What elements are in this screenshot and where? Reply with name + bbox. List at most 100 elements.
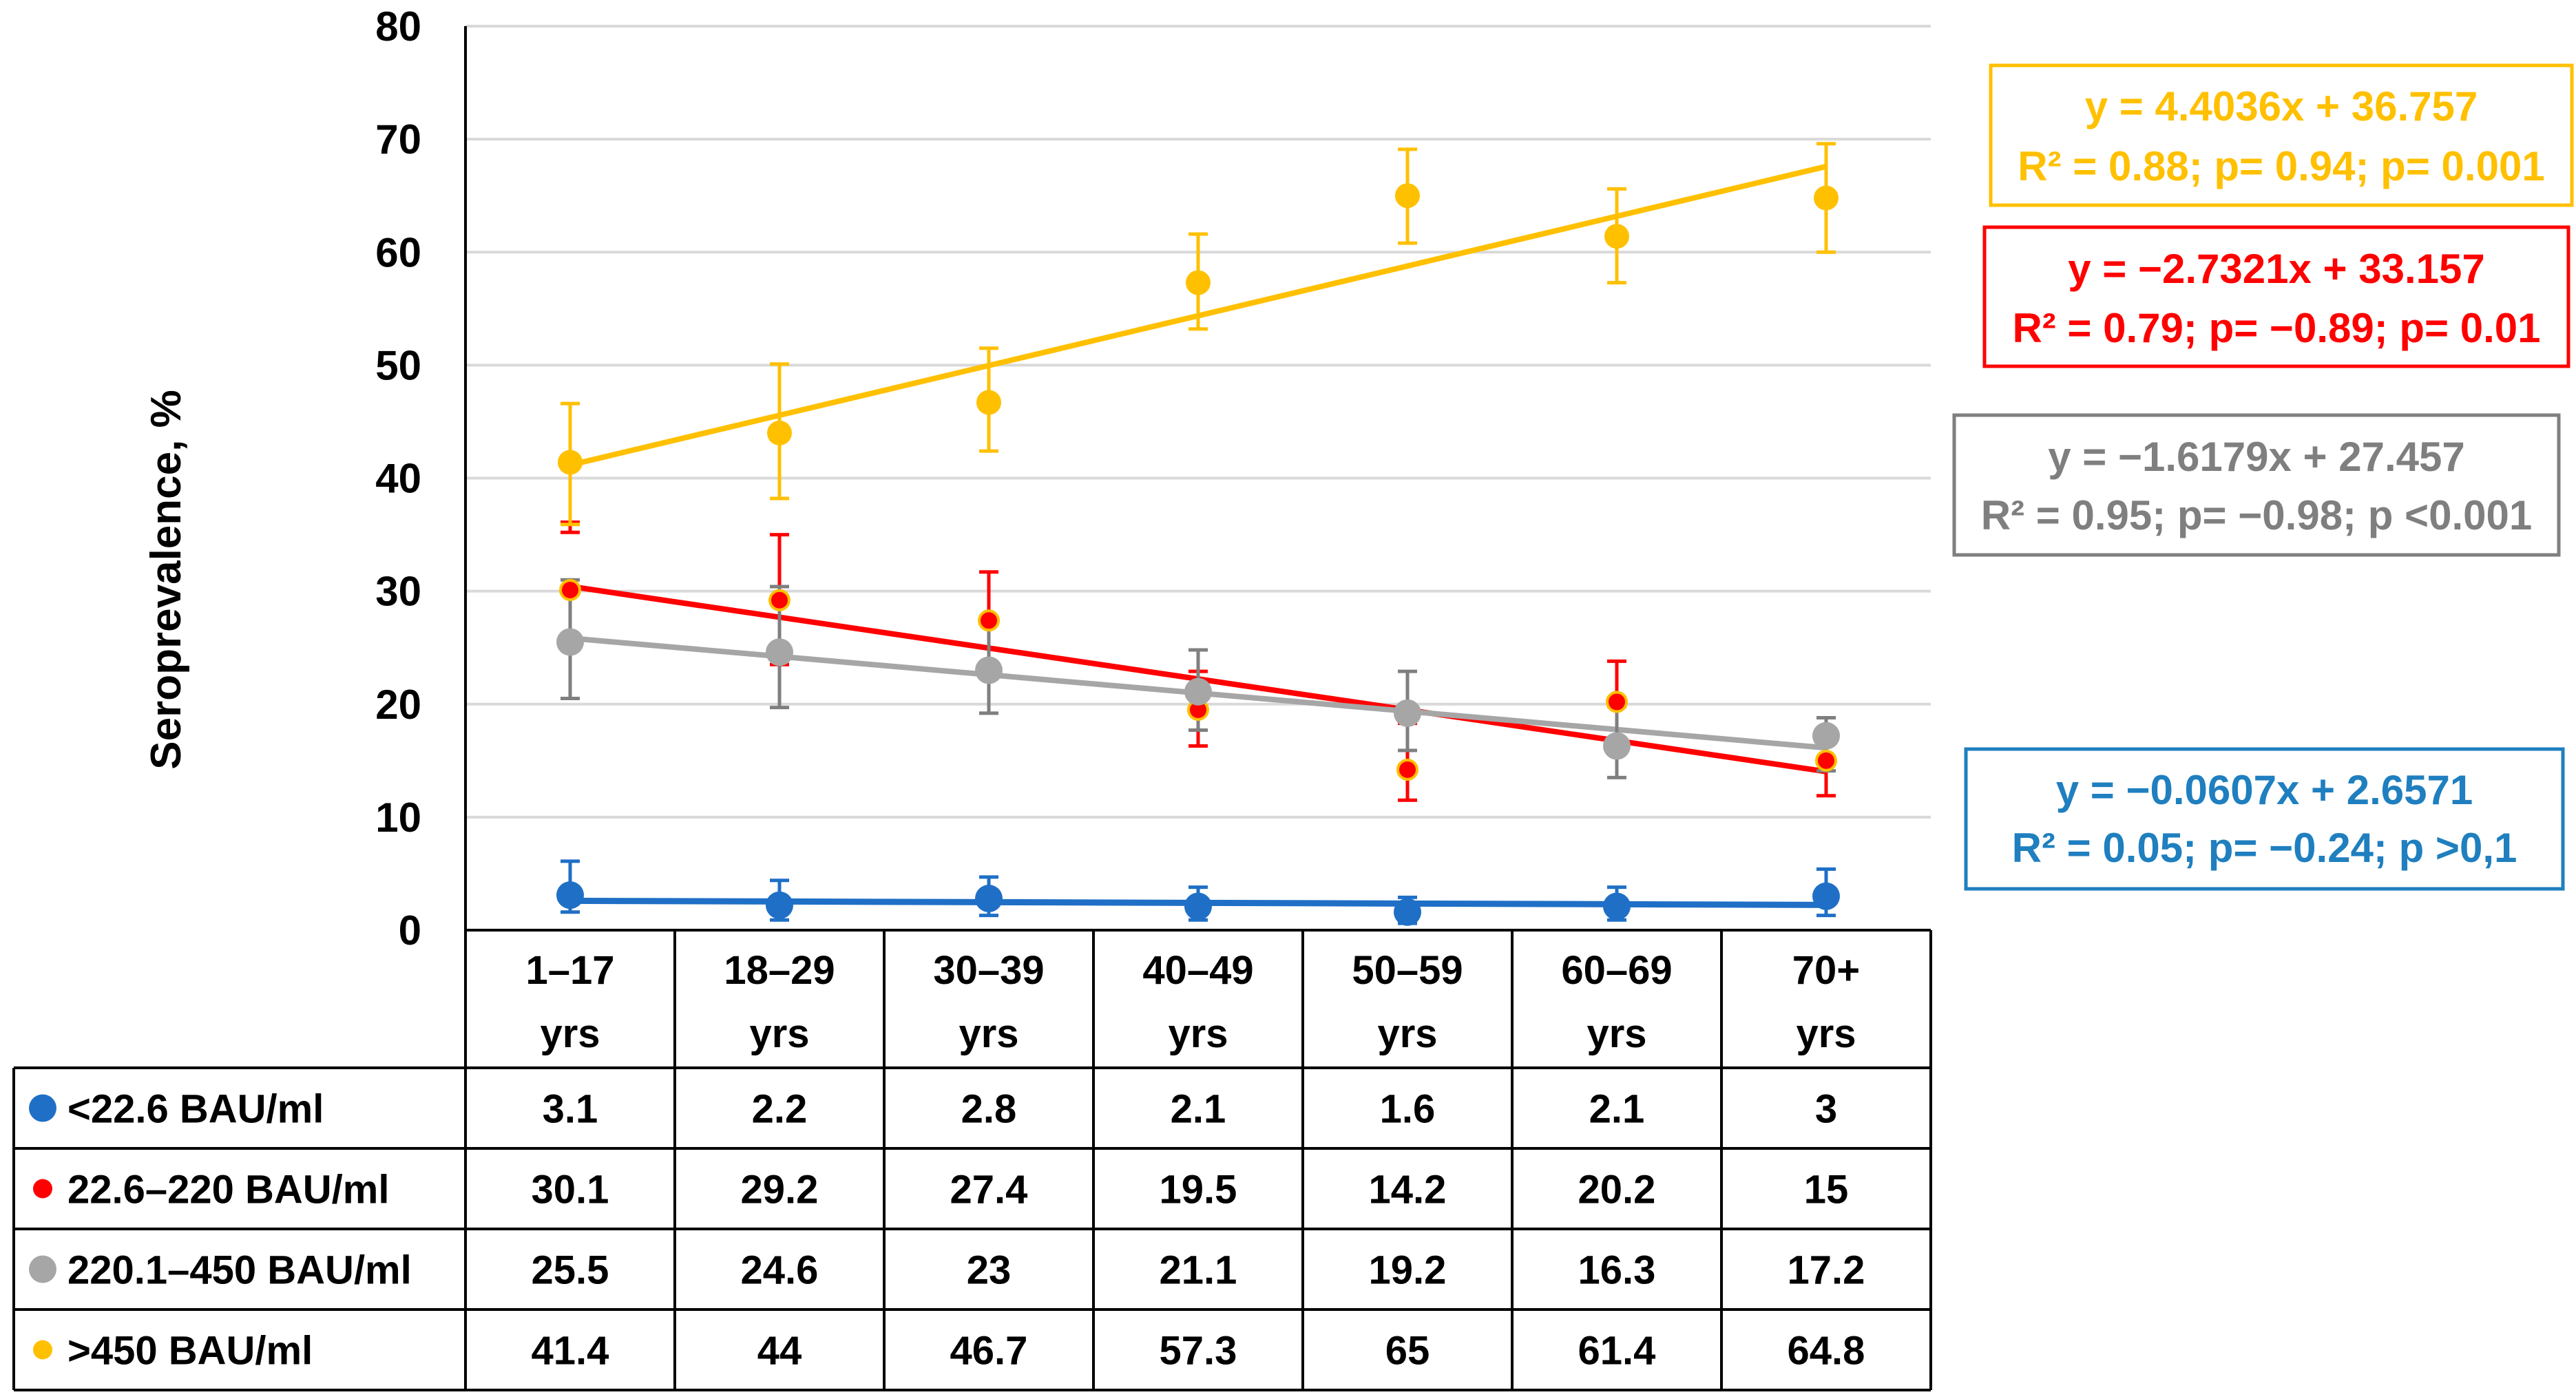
table-cell-value: 20.2 <box>1578 1168 1656 1212</box>
legend-label: 22.6–220 BAU/ml <box>67 1168 389 1212</box>
table-cell-value: 44 <box>757 1329 802 1374</box>
legend-marker <box>33 1179 52 1199</box>
trend-stats: R² = 0.05; p= −0.24; p >0,1 <box>2012 825 2517 871</box>
legend-label: <22.6 BAU/ml <box>67 1087 324 1132</box>
equation-box <box>1964 747 2565 891</box>
data-point <box>559 578 581 601</box>
table-cell-value: 3 <box>1815 1087 1837 1132</box>
category-label: yrs <box>540 1011 600 1056</box>
table-cell-value: 19.2 <box>1369 1248 1447 1293</box>
table-cell-value: 41.4 <box>532 1329 609 1374</box>
trend-stats: R² = 0.79; p= −0.89; p= 0.01 <box>2012 305 2540 351</box>
data-point <box>1603 892 1631 921</box>
legend-marker <box>33 1340 52 1360</box>
trend-equation: y = −1.6179x + 27.457 <box>2048 434 2465 480</box>
trend-stats: R² = 0.88; p= 0.94; p= 0.001 <box>2018 143 2544 189</box>
data-table: 1–17 yrs 18–29 yrs 30–39 yrs 40–49 yrs 50–59 yrs 6… <box>12 929 1932 1391</box>
y-tick-label: 80 <box>375 3 421 50</box>
table-cell-value: 46.7 <box>950 1329 1028 1374</box>
data-point <box>976 390 1001 415</box>
data-point <box>1395 183 1420 209</box>
equation-box <box>1952 413 2561 557</box>
category-label: yrs <box>1796 1011 1856 1056</box>
table-cell-value: 61.4 <box>1578 1329 1656 1374</box>
y-axis-label: Seroprevalence, % <box>143 390 190 769</box>
category-label: yrs <box>749 1011 809 1056</box>
category-label: 70+ <box>1792 948 1860 993</box>
data-point <box>1396 758 1418 781</box>
table-cell-value: 65 <box>1385 1329 1430 1374</box>
table-cell-value: 24.6 <box>741 1248 819 1293</box>
y-tick-label: 40 <box>375 456 421 502</box>
table-cell-value: 30.1 <box>532 1168 609 1212</box>
category-label: yrs <box>1168 1011 1228 1056</box>
table-cell-value: 2.2 <box>752 1087 808 1132</box>
data-point <box>1606 691 1628 713</box>
data-point <box>1812 722 1840 750</box>
trend-equations: y = 4.4036x + 36.757 R² = 0.88; p= 0.94; … <box>1952 63 2574 891</box>
table-cell-value: 23 <box>967 1248 1012 1293</box>
data-point <box>766 638 793 666</box>
category-label: 50–59 <box>1352 948 1463 993</box>
data-point <box>1812 882 1840 910</box>
data-point <box>1815 749 1837 772</box>
data-point <box>975 656 1003 684</box>
table-cell-value: 29.2 <box>741 1168 819 1212</box>
category-label: yrs <box>1587 1011 1646 1056</box>
table-cell-value: 25.5 <box>532 1248 609 1293</box>
table-cell-value: 57.3 <box>1160 1329 1237 1374</box>
y-axis: 0 10 20 30 40 50 60 70 80 <box>375 3 467 954</box>
table-cell-value: 17.2 <box>1788 1248 1865 1293</box>
trend-equation: y = −2.7321x + 33.157 <box>2068 246 2485 292</box>
data-point <box>1604 224 1629 249</box>
data-point <box>978 609 1000 632</box>
data-point <box>1184 677 1212 706</box>
legend-label: 220.1–450 BAU/ml <box>67 1248 412 1293</box>
category-label: 60–69 <box>1561 948 1672 993</box>
data-point <box>1394 699 1421 727</box>
y-tick-label: 30 <box>375 569 421 615</box>
table-cell-value: 64.8 <box>1788 1329 1865 1374</box>
equation-box <box>1982 225 2570 368</box>
y-tick-label: 10 <box>375 795 421 841</box>
category-label: yrs <box>959 1011 1018 1056</box>
table-cell-value: 16.3 <box>1578 1248 1656 1293</box>
table-cell-value: 14.2 <box>1369 1168 1447 1212</box>
data-points <box>556 183 1840 926</box>
equation-box <box>1989 63 2574 207</box>
data-point <box>1186 270 1211 295</box>
category-label: 30–39 <box>933 948 1044 993</box>
legend-label: >450 BAU/ml <box>67 1329 313 1374</box>
data-point <box>1603 732 1631 760</box>
trend-equation: y = 4.4036x + 36.757 <box>2085 83 2478 129</box>
table-cell-value: 2.8 <box>961 1087 1017 1132</box>
data-point <box>556 881 584 909</box>
data-point <box>975 885 1003 913</box>
category-label: yrs <box>1377 1011 1437 1056</box>
table-cell-value: 2.1 <box>1171 1087 1226 1132</box>
y-tick-label: 20 <box>375 682 421 728</box>
data-point <box>768 589 790 611</box>
data-point <box>1394 898 1421 926</box>
table-cell-value: 2.1 <box>1589 1087 1645 1132</box>
data-point <box>766 891 793 919</box>
y-tick-label: 50 <box>375 342 421 388</box>
trend-equation: y = −0.0607x + 2.6571 <box>2056 767 2473 813</box>
category-label: 1–17 <box>525 948 614 993</box>
y-tick-label: 70 <box>375 116 421 162</box>
table-cell-value: 21.1 <box>1160 1248 1237 1293</box>
table-cell-value: 19.5 <box>1160 1168 1237 1212</box>
data-point <box>556 628 584 656</box>
table-cell-value: 15 <box>1804 1168 1849 1212</box>
legend-marker <box>29 1094 56 1122</box>
error-bars <box>561 142 1836 925</box>
category-label: 18–29 <box>724 948 835 993</box>
data-point <box>558 450 583 475</box>
data-point <box>767 420 792 445</box>
y-tick-label: 0 <box>399 907 421 954</box>
data-point <box>1184 892 1212 921</box>
trend-stats: R² = 0.95; p= −0.98; p <0.001 <box>1981 492 2532 538</box>
legend-marker <box>29 1255 56 1283</box>
table-cell-value: 1.6 <box>1380 1087 1436 1132</box>
